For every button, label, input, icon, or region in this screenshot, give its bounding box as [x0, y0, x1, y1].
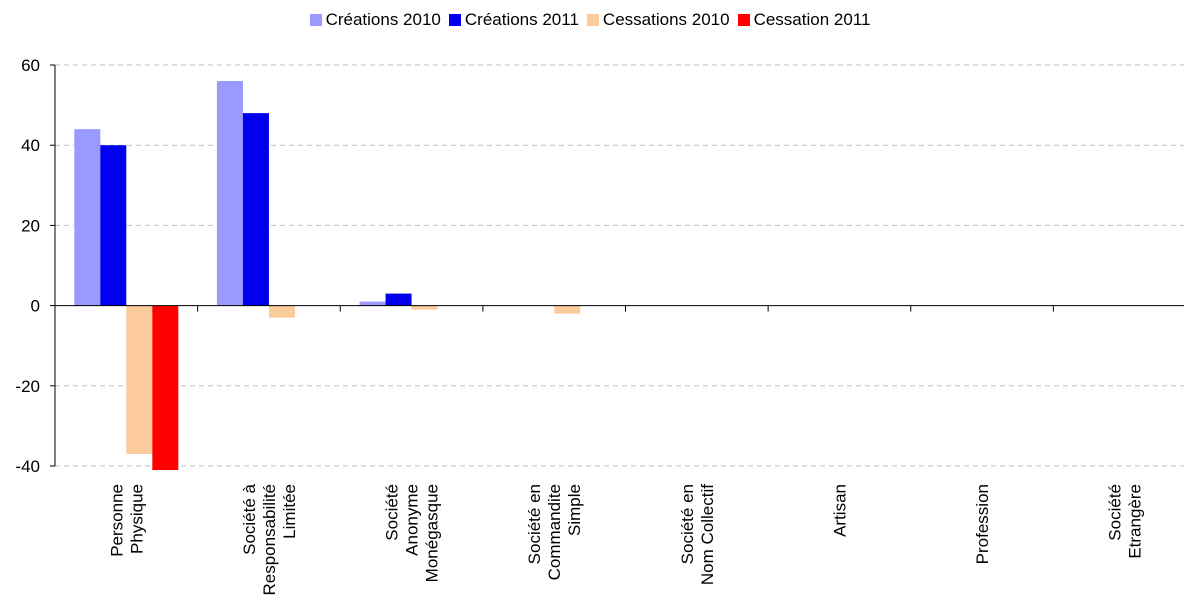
- category-label-line: Commandite: [545, 484, 564, 580]
- category-label: Profession: [973, 484, 992, 564]
- category-label-line: Limitée: [280, 484, 299, 539]
- category-label-line: Société: [1106, 484, 1125, 541]
- legend-swatch-cessations-2010: [586, 14, 599, 26]
- bar-creations-2010: [216, 81, 243, 306]
- category-label: Société àResponsabilitéLimitée: [240, 483, 299, 595]
- bar-creations-2010: [74, 129, 101, 306]
- category-label: SociétéAnonymeMonégasque: [383, 484, 442, 582]
- legend-swatch-creations-2011: [448, 14, 461, 26]
- category-label-line: Nom Collectif: [698, 484, 717, 585]
- bar-creations-2011: [385, 293, 412, 306]
- legend-swatch-cessation-2011: [737, 14, 750, 26]
- bar-creations-2011: [242, 113, 269, 306]
- legend-label-cessation-2011: Cessation 2011: [753, 10, 871, 29]
- category-label-line: Simple: [565, 484, 584, 536]
- bar-creations-2010: [359, 301, 386, 306]
- category-label-line: Profession: [973, 484, 992, 564]
- category-label: Artisan: [830, 484, 849, 537]
- category-label-line: Responsabilité: [260, 484, 279, 596]
- bar-creations-2011: [100, 145, 127, 306]
- category-label: PersonnePhysique: [107, 484, 146, 557]
- category-label-line: Physique: [127, 484, 146, 554]
- bar-cessation-2011: [152, 305, 179, 471]
- category-label-line: Société en: [525, 484, 544, 564]
- category-label-line: Monégasque: [423, 484, 442, 582]
- y-tick-label: 20: [21, 216, 40, 235]
- category-label-line: Société à: [240, 483, 259, 554]
- legend-swatch-creations-2010: [309, 14, 322, 26]
- legend-item-cessations-2010: Cessations 2010: [586, 10, 730, 30]
- category-label: SociétéEtrangère: [1106, 484, 1145, 559]
- bar-cessations-2010: [411, 305, 438, 310]
- category-label: Société enCommanditeSimple: [525, 484, 584, 580]
- category-label-line: Artisan: [830, 484, 849, 537]
- category-label-line: Etrangère: [1126, 484, 1145, 559]
- y-tick-label: 0: [31, 297, 40, 316]
- y-tick-label: -20: [15, 377, 40, 396]
- legend: Créations 2010 Créations 2011 Cessations…: [0, 10, 1184, 30]
- legend-label-creations-2010: Créations 2010: [325, 10, 441, 29]
- category-label-line: Anonyme: [403, 484, 422, 556]
- y-tick-label: -40: [15, 457, 40, 476]
- bar-cessations-2010: [126, 305, 153, 454]
- category-label-line: Société en: [678, 484, 697, 564]
- legend-item-creations-2011: Créations 2011: [448, 10, 579, 30]
- bar-cessations-2010: [554, 305, 581, 314]
- category-label-line: Société: [383, 484, 402, 541]
- legend-item-creations-2010: Créations 2010: [309, 10, 441, 30]
- legend-label-cessations-2010: Cessations 2010: [602, 10, 730, 29]
- y-tick-label: 60: [21, 56, 40, 75]
- category-label-line: Personne: [107, 484, 126, 557]
- legend-item-cessation-2011: Cessation 2011: [737, 10, 871, 30]
- y-tick-label: 40: [21, 136, 40, 155]
- bar-cessations-2010: [268, 305, 295, 318]
- category-label: Société enNom Collectif: [678, 484, 717, 585]
- legend-label-creations-2011: Créations 2011: [464, 10, 579, 29]
